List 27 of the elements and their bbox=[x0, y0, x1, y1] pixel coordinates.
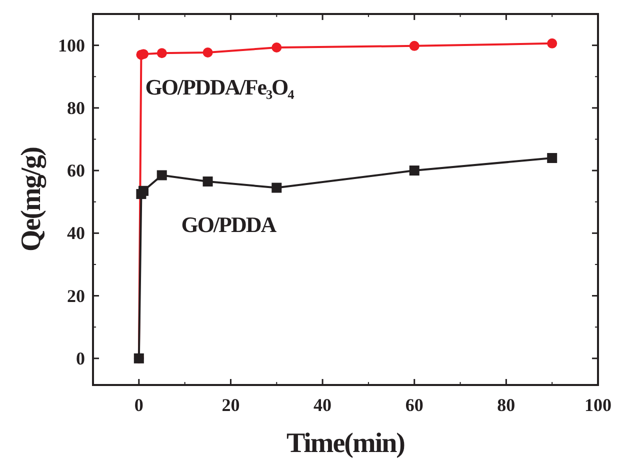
y-tick-label: 80 bbox=[67, 98, 85, 118]
point bbox=[138, 186, 148, 196]
x-tick-label: 100 bbox=[584, 395, 612, 415]
point bbox=[272, 42, 282, 52]
y-axis-title: Qe(mg/g) bbox=[16, 146, 47, 252]
point bbox=[409, 166, 420, 176]
y-tick-label: 60 bbox=[67, 160, 85, 181]
point bbox=[547, 38, 558, 48]
y-tick-label: 100 bbox=[58, 35, 85, 56]
series-label: GO/PDDA/Fe₃O₄ bbox=[145, 74, 295, 100]
series-label: GO/PDDA bbox=[181, 212, 277, 238]
y-tick-label: 0 bbox=[76, 348, 85, 368]
x-axis-title: Time(min) bbox=[286, 428, 406, 459]
x-tick-label: 40 bbox=[314, 395, 332, 415]
point bbox=[409, 40, 420, 51]
x-tick-label: 0 bbox=[134, 395, 144, 415]
x-tick-label: 80 bbox=[497, 395, 516, 415]
x-tick-label: 20 bbox=[222, 395, 240, 415]
point bbox=[202, 48, 213, 58]
point bbox=[272, 182, 282, 193]
point bbox=[156, 48, 167, 58]
y-tick-label: 20 bbox=[67, 286, 85, 306]
point bbox=[547, 153, 558, 164]
point bbox=[202, 176, 213, 186]
point bbox=[156, 170, 167, 180]
x-tick-label: 60 bbox=[405, 395, 424, 415]
y-tick-label: 40 bbox=[67, 223, 85, 244]
